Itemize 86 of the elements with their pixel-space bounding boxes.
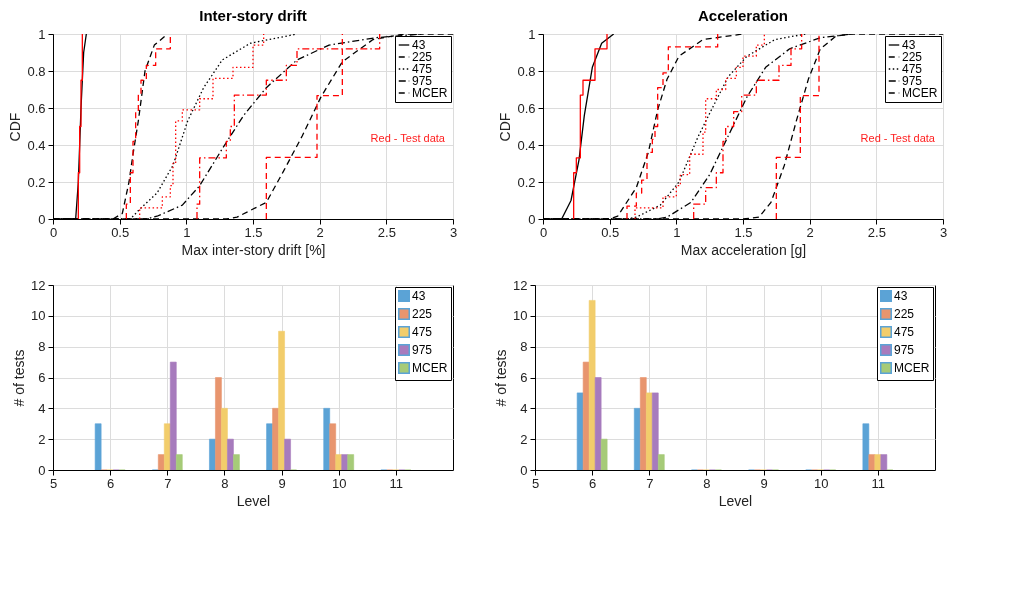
x-tick-label: 7 bbox=[164, 475, 172, 491]
legend-label: 975 bbox=[902, 74, 923, 88]
y-tick-label: 0.6 bbox=[27, 100, 46, 116]
y-tick-label: 8 bbox=[38, 339, 46, 355]
y-tick-label: 1 bbox=[38, 26, 46, 42]
y-tick-label: 2 bbox=[38, 431, 46, 447]
x-tick-label: 11 bbox=[389, 475, 404, 491]
y-tick-label: 0 bbox=[520, 462, 528, 478]
y-tick-label: 4 bbox=[520, 400, 528, 416]
y-tick-label: 6 bbox=[38, 370, 46, 385]
x-tick-label: 5 bbox=[49, 475, 58, 491]
y-tick-label: 0.2 bbox=[27, 174, 46, 190]
x-tick-label: 10 bbox=[331, 475, 347, 491]
y-tick-label: 0 bbox=[528, 211, 536, 227]
y-tick-label: 0.6 bbox=[517, 100, 536, 116]
legend-label: 475 bbox=[412, 325, 433, 339]
x-tick-label: 3 bbox=[449, 224, 458, 240]
y-tick-label: 0.8 bbox=[27, 63, 46, 79]
legend-label: MCER bbox=[902, 86, 938, 100]
legend-label: 225 bbox=[902, 50, 923, 64]
x-tick-label: 6 bbox=[589, 475, 597, 491]
x-tick-label: 2 bbox=[806, 224, 814, 240]
x-tick-label: 0.5 bbox=[601, 224, 620, 240]
x-tick-label: 1.5 bbox=[734, 224, 753, 240]
y-axis-title: # of tests bbox=[11, 349, 28, 407]
x-tick-label: 5 bbox=[531, 475, 540, 491]
x-tick-label: 9 bbox=[760, 475, 768, 491]
x-tick-label: 2.5 bbox=[377, 224, 396, 240]
x-tick-label: 8 bbox=[221, 475, 229, 491]
y-tick-label: 10 bbox=[31, 308, 46, 324]
x-tick-label: 11 bbox=[871, 475, 886, 491]
chart-title: Inter-story drift bbox=[199, 7, 307, 24]
legend-label: MCER bbox=[412, 86, 448, 100]
y-tick-label: 0.8 bbox=[517, 63, 536, 79]
x-axis-title: Max inter-story drift [%] bbox=[181, 241, 326, 258]
y-tick-label: 0.4 bbox=[517, 137, 536, 153]
y-tick-label: 0.4 bbox=[27, 137, 46, 153]
legend-label: 475 bbox=[902, 62, 923, 76]
chart-title: Acceleration bbox=[697, 7, 789, 24]
x-tick-label: 8 bbox=[703, 475, 711, 491]
y-tick-label: 12 bbox=[31, 277, 46, 293]
x-tick-label: 0 bbox=[49, 224, 58, 240]
y-tick-label: 2 bbox=[520, 431, 528, 447]
legend-label: 43 bbox=[902, 38, 916, 52]
x-tick-label: 1 bbox=[183, 224, 191, 240]
y-tick-label: 1 bbox=[528, 26, 536, 42]
y-axis-title: CDF bbox=[7, 112, 24, 142]
legend-label: 43 bbox=[412, 38, 426, 52]
legend-label: 43 bbox=[894, 289, 908, 303]
y-tick-label: 0.2 bbox=[517, 174, 536, 190]
legend-label: 225 bbox=[894, 307, 915, 321]
x-tick-label: 1.5 bbox=[244, 224, 263, 240]
x-tick-label: 1 bbox=[673, 224, 681, 240]
legend-label: MCER bbox=[412, 361, 448, 375]
x-tick-label: 10 bbox=[813, 475, 829, 491]
legend-label: 225 bbox=[412, 307, 433, 321]
x-axis-title: Level bbox=[236, 492, 271, 509]
x-tick-label: 9 bbox=[278, 475, 286, 491]
y-axis-title: CDF bbox=[497, 112, 514, 142]
x-tick-label: 2 bbox=[316, 224, 324, 240]
legend-label: MCER bbox=[894, 361, 930, 375]
legend-label: 475 bbox=[412, 62, 433, 76]
legend-label: 43 bbox=[412, 289, 426, 303]
legend-label: 225 bbox=[412, 50, 433, 64]
legend-label: 975 bbox=[412, 74, 433, 88]
x-tick-label: 0.5 bbox=[111, 224, 130, 240]
annotation: Red - Test data bbox=[370, 132, 446, 145]
y-tick-label: 0 bbox=[38, 211, 46, 227]
y-tick-label: 4 bbox=[38, 400, 46, 416]
legend-label: 975 bbox=[894, 343, 915, 357]
y-tick-label: 6 bbox=[520, 370, 528, 385]
x-tick-label: 2.5 bbox=[867, 224, 886, 240]
x-axis-title: Max acceleration [g] bbox=[680, 241, 807, 258]
y-tick-label: 10 bbox=[513, 308, 528, 324]
x-tick-label: 3 bbox=[939, 224, 948, 240]
legend-label: 475 bbox=[894, 325, 915, 339]
y-tick-label: 0 bbox=[38, 462, 46, 478]
x-tick-label: 6 bbox=[107, 475, 115, 491]
x-tick-label: 0 bbox=[539, 224, 548, 240]
y-axis-title: # of tests bbox=[493, 349, 510, 407]
legend-label: 975 bbox=[412, 343, 433, 357]
x-tick-label: 7 bbox=[646, 475, 654, 491]
y-tick-label: 12 bbox=[513, 277, 528, 293]
annotation: Red - Test data bbox=[860, 132, 936, 145]
x-axis-title: Level bbox=[718, 492, 753, 509]
y-tick-label: 8 bbox=[520, 339, 528, 355]
